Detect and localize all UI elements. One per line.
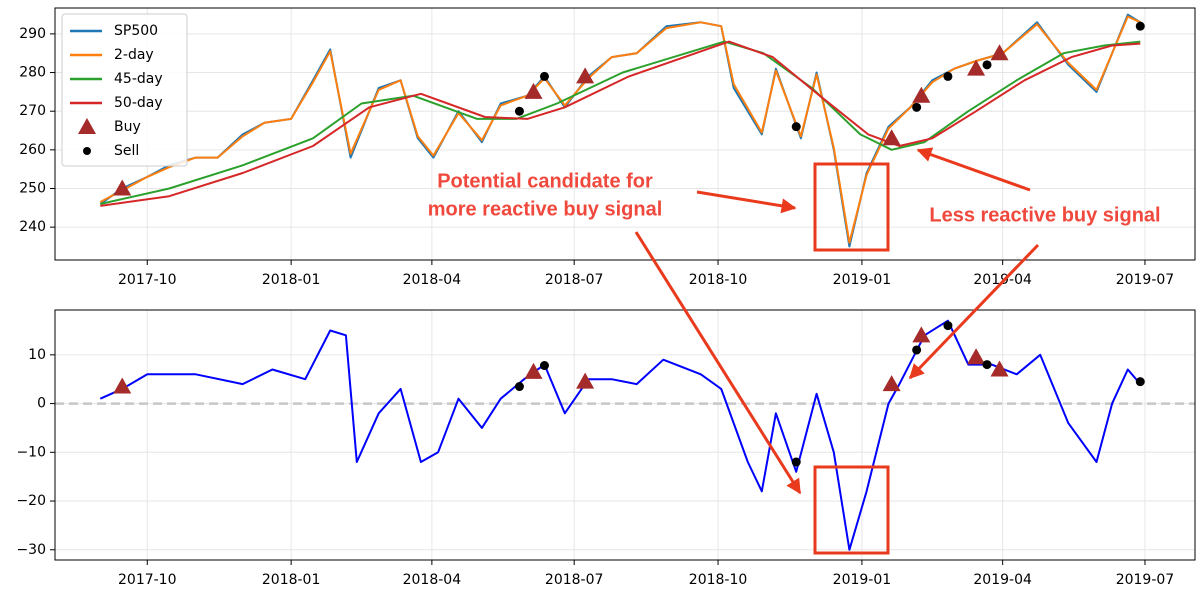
- y-tick-label: 270: [19, 103, 46, 119]
- sell-marker: [943, 321, 953, 331]
- y-tick-label: 280: [19, 65, 46, 81]
- annotation: more reactive buy signal: [428, 198, 663, 220]
- buy-marker: [912, 326, 931, 343]
- x-tick-label: 2017-10: [118, 572, 177, 588]
- y-tick-label: 10: [28, 347, 46, 363]
- x-tick-label: 2018-10: [689, 572, 748, 588]
- sell-marker: [1135, 377, 1145, 387]
- buy-marker: [113, 377, 132, 394]
- series-line: [100, 40, 1141, 205]
- sell-marker: [539, 361, 549, 371]
- panel: 240 250 260 270 280 290 2017-10 2018-01 2018-04 2…: [19, 7, 1196, 288]
- x-tick-label: 2018-01: [262, 572, 321, 588]
- buy-marker: [967, 59, 986, 76]
- x-tick-label: 2019-01: [833, 272, 892, 288]
- buy-marker: [882, 129, 901, 146]
- x-tick-label: 2019-07: [1116, 572, 1175, 588]
- x-tick-label: 2019-01: [833, 572, 892, 588]
- buy-marker: [524, 362, 543, 379]
- sell-marker: [514, 106, 524, 116]
- x-tick-label: 2018-07: [545, 272, 604, 288]
- y-tick-label: 250: [19, 180, 46, 196]
- sell-marker: [912, 102, 922, 112]
- buy-marker: [912, 86, 931, 103]
- y-tick-label: 0: [37, 396, 46, 412]
- arrow: [916, 147, 1031, 192]
- sell-marker: [982, 60, 992, 70]
- legend-box: [61, 13, 188, 167]
- annotations: Potential candidate for more reactive bu…: [428, 147, 1161, 555]
- buy-marker: [882, 375, 901, 392]
- series-line: [99, 15, 1141, 244]
- x-tick-label: 2017-10: [118, 272, 177, 288]
- highlight-box: [813, 465, 890, 555]
- sell-marker: [791, 457, 801, 467]
- x-tick-label: 2019-07: [1116, 272, 1175, 288]
- buy-marker: [524, 82, 543, 99]
- legend-label: Buy: [114, 119, 141, 135]
- annotation: Potential candidate for: [437, 170, 653, 192]
- sell-marker: [791, 122, 801, 132]
- legend-label: 2-day: [114, 47, 154, 63]
- legend-swatch: [78, 118, 96, 134]
- sell-marker: [1135, 21, 1145, 31]
- x-tick-label: 2018-04: [403, 572, 462, 588]
- buy-marker: [990, 44, 1009, 61]
- sell-marker: [982, 360, 992, 370]
- arrow: [634, 231, 802, 495]
- legend-label: 50-day: [114, 95, 163, 111]
- sell-marker: [912, 345, 922, 355]
- legend-label: SP500: [114, 23, 158, 39]
- y-tick-label: −30: [16, 542, 46, 558]
- legend-label: Sell: [114, 143, 139, 159]
- buy-marker: [576, 372, 595, 389]
- arrow: [696, 190, 797, 214]
- annotation: Less reactive buy signal: [929, 204, 1160, 226]
- sell-marker: [943, 71, 953, 81]
- buy-marker: [113, 179, 132, 196]
- y-tick-label: −20: [16, 493, 46, 509]
- y-tick-label: −10: [16, 444, 46, 460]
- panel: −30 −20 −10 0 10 2017-10 2018-01 2018-04 2018-07…: [16, 309, 1196, 588]
- axes-frame: [54, 309, 1196, 561]
- buy-marker: [967, 348, 986, 365]
- highlight-box: [813, 162, 890, 252]
- x-tick-label: 2019-04: [973, 572, 1032, 588]
- sell-marker: [539, 71, 549, 81]
- plot-area: [55, 310, 1195, 560]
- y-tick-label: 260: [19, 142, 46, 158]
- x-tick-label: 2018-04: [403, 272, 462, 288]
- axes-frame: [54, 7, 1196, 261]
- legend-swatch: [83, 147, 91, 155]
- sell-marker: [514, 382, 524, 392]
- x-tick-label: 2018-07: [545, 572, 604, 588]
- legend-label: 45-day: [114, 71, 163, 87]
- x-tick-label: 2018-10: [689, 272, 748, 288]
- y-tick-label: 290: [19, 26, 46, 42]
- y-tick-label: 240: [19, 219, 46, 235]
- series-line: [100, 40, 1141, 207]
- arrow: [908, 243, 1040, 380]
- x-tick-label: 2018-01: [262, 272, 321, 288]
- series-line: [99, 319, 1142, 551]
- buy-marker: [990, 360, 1009, 377]
- buy-marker: [576, 67, 595, 84]
